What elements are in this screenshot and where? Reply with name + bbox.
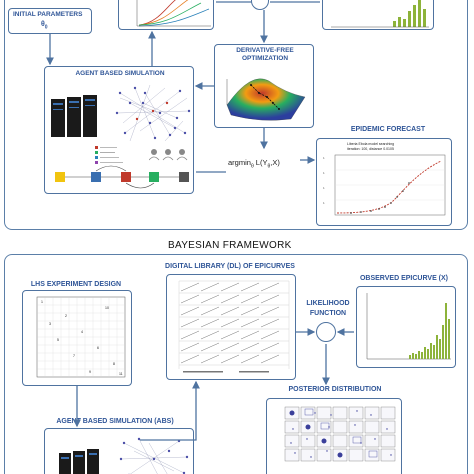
forecast-caption: Liberia Ebola model searching — [347, 142, 395, 146]
abs-title: AGENT BASED SIMULATION (ABS) — [56, 418, 174, 425]
svg-text:8: 8 — [113, 362, 115, 366]
derivative-free-optimization-box: DERIVATIVE-FREE OPTIMIZATION — [214, 44, 314, 128]
contact-network-graph — [115, 84, 191, 142]
forecast-caption-2: iteration: 100, distance 0.0105 — [347, 147, 394, 151]
svg-text:11: 11 — [119, 372, 123, 376]
theta-zero: θ0 — [41, 21, 48, 31]
posterior-distribution-box — [266, 398, 402, 474]
bayesian-framework-title: BAYESIAN FRAMEWORK — [168, 240, 292, 251]
svg-text:3: 3 — [49, 322, 51, 326]
digital-library-box — [166, 274, 296, 380]
svg-text:1: 1 — [323, 171, 325, 175]
likelihood-circle-node — [316, 322, 336, 342]
derivative-free-optimization-title: DERIVATIVE-FREE OPTIMIZATION — [236, 47, 294, 62]
initial-parameters-label: INITIAL PARAMETERS — [13, 11, 83, 18]
agent-based-simulation-title: AGENT BASED SIMULATION — [75, 70, 165, 77]
svg-text:6: 6 — [97, 346, 99, 350]
people-icons — [149, 149, 188, 161]
posterior-matrix — [284, 406, 396, 462]
lhs-grid: 1 2 3 4 5 6 7 8 9 10 11 — [36, 296, 126, 378]
function-label: FUNCTION — [309, 310, 347, 317]
svg-text:1: 1 — [323, 156, 325, 160]
lhs-experiment-box: 1 2 3 4 5 6 7 8 9 10 11 — [22, 290, 132, 386]
posterior-title: POSTERIOR DISTRIBUTION — [288, 386, 382, 393]
argmin-expression: argminθ L(Yθ,X) — [228, 158, 280, 170]
svg-text:7: 7 — [73, 354, 75, 358]
disease-state-diagram — [55, 165, 189, 189]
epicurve-library-grid — [178, 280, 290, 373]
top-chart-box-right — [322, 0, 434, 30]
abs-network-graph — [119, 437, 189, 474]
svg-text:2: 2 — [65, 314, 67, 318]
state-legend — [95, 146, 123, 164]
initial-parameters-box: INITIAL PARAMETERS θ0 — [8, 8, 92, 34]
svg-text:5: 5 — [57, 338, 59, 342]
observed-epicurve-title: OBSERVED EPICURVE (X) — [359, 275, 449, 282]
observed-epicurve-bars — [366, 293, 451, 360]
svg-text:10: 10 — [105, 306, 109, 310]
abs-box — [44, 428, 194, 474]
agent-based-simulation-box: AGENT BASED SIMULATION — [44, 66, 194, 194]
top-right-bars — [331, 0, 429, 28]
digital-library-title: DIGITAL LIBRARY (DL) OF EPICURVES — [165, 263, 295, 270]
svg-text:1: 1 — [323, 186, 325, 190]
optimization-surface — [226, 78, 306, 121]
top-left-curves — [136, 0, 211, 27]
lhs-title: LHS EXPERIMENT DESIGN — [30, 281, 122, 288]
top-chart-box-left — [118, 0, 214, 30]
server-racks-icon — [51, 95, 97, 137]
epidemic-forecast-box: Liberia Ebola model searching iteration:… — [316, 138, 452, 226]
svg-text:1: 1 — [41, 300, 43, 304]
svg-text:4: 4 — [81, 330, 83, 334]
likelihood-label: LIKELIHOOD — [306, 300, 350, 307]
epidemic-forecast-title: EPIDEMIC FORECAST — [350, 126, 426, 133]
svg-text:9: 9 — [89, 370, 91, 374]
abs-server-racks-icon — [59, 449, 99, 474]
svg-text:1: 1 — [323, 201, 325, 205]
observed-epicurve-box — [356, 286, 456, 368]
forecast-chart: 1 1 1 1 — [323, 154, 446, 216]
